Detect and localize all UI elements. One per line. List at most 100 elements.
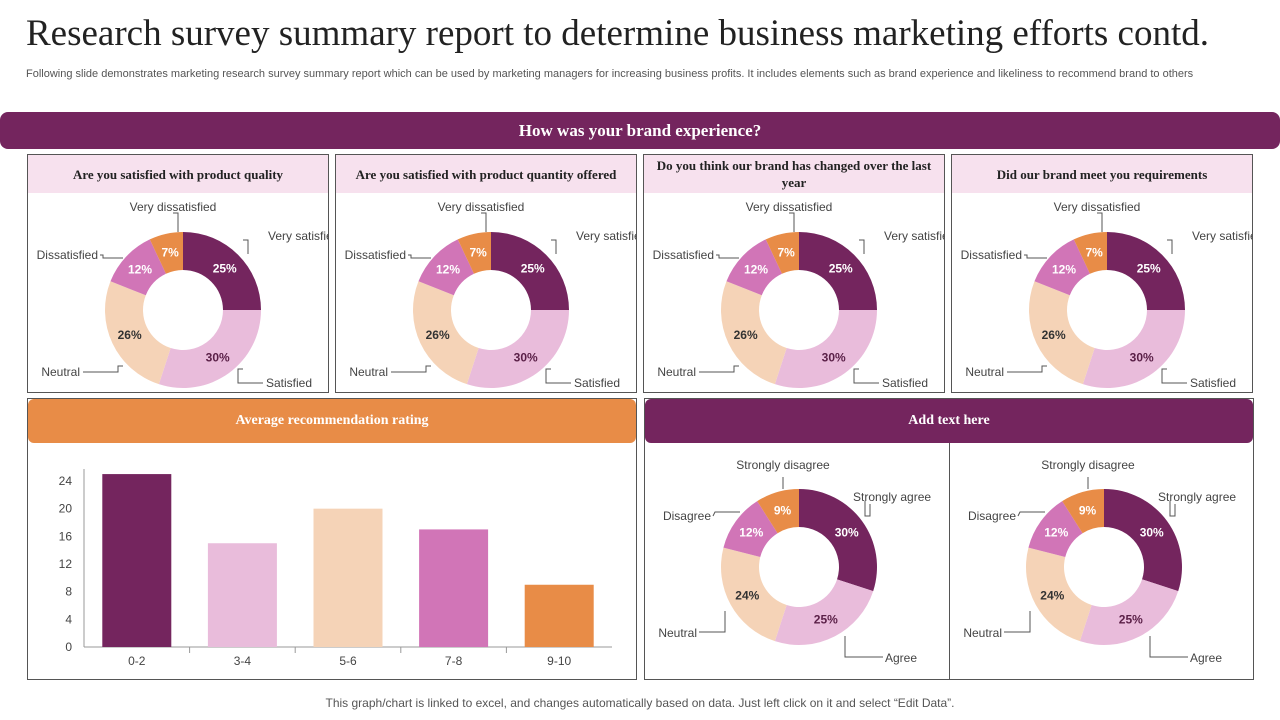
bar-3-4[interactable] [207,543,277,647]
donut-slice-neutral[interactable] [104,281,171,385]
y-tick-label: 4 [65,612,72,626]
donut-slice-very-dissatisfied[interactable] [765,232,799,274]
donut-value-label: 25% [213,261,237,275]
recommendation-bar-section: Average recommendation rating 0 4 8 12 16 20 2… [27,398,637,680]
donut-category-label-very-satisfied: Very satisfied [1192,229,1252,243]
donut-value-label: 24% [735,588,759,602]
leader-line [1149,636,1188,658]
donut-slice-very-dissatisfied[interactable] [1073,232,1107,274]
leader-line [1161,368,1187,384]
donut-category-label-very-satisfied: Very satisfied [576,229,636,243]
donut-category-label-disagree: Disagree [968,509,1016,523]
leader-line [1017,511,1045,517]
leader-line [1004,611,1031,633]
donut-slice-very-dissatisfied[interactable] [149,232,183,274]
leader-line [545,368,571,384]
donut-category-label-very-satisfied: Very satisfied [884,229,944,243]
leader-line [699,365,739,373]
donut-slice-strongly-agree[interactable] [799,489,877,592]
leader-line [789,212,795,232]
donut-chart-3[interactable]: 25% 30% 26% 12% 7% Very satisfied Satisfied Neu… [644,193,944,393]
x-tick-label: 5-6 [339,654,357,668]
donut-slice-dissatisfied[interactable] [110,239,166,296]
donut-slice-agree[interactable] [1079,579,1179,645]
donut-chart-4[interactable]: 25% 30% 26% 12% 7% Very satisfied Satisfied Neu… [952,193,1252,393]
y-tick-label: 12 [59,557,73,571]
bar-9-10[interactable] [524,584,594,647]
donut-value-label: 12% [128,263,152,277]
donut-slice-neutral[interactable] [1026,547,1092,642]
recommendation-bar-chart[interactable]: 0 4 8 12 16 20 24 0-2 3-4 5-6 7-8 9-10 [28,443,636,679]
donut-slice-strongly-disagree[interactable] [1062,489,1104,534]
donut-category-label-dissatisfied: Dissatisfied [345,248,406,262]
donut-slice-agree[interactable] [774,579,874,645]
donut-panel-title: Do you think our brand has changed over … [644,155,944,193]
donut-value-label: 26% [118,328,142,342]
bar-section-title: Average recommendation rating [28,399,636,443]
donut-category-label-disagree: Disagree [663,509,711,523]
donut-slice-disagree[interactable] [723,501,778,558]
leader-line [853,368,879,384]
donut-value-label: 25% [1137,261,1161,275]
bar-5-6[interactable] [313,508,383,647]
donut-category-label-satisfied: Satisfied [266,376,312,390]
donut-value-label: 26% [1042,328,1066,342]
donut-slice-very-satisfied[interactable] [799,232,877,310]
donut-category-label-satisfied: Satisfied [574,376,620,390]
donut-value-label: 24% [1040,588,1064,602]
donut-value-label: 26% [734,328,758,342]
x-tick-label: 0-2 [128,654,146,668]
donut-panel-4[interactable]: Did our brand meet you requirements 25% 3… [951,154,1253,393]
leader-line [391,365,431,373]
donut-chart-1[interactable]: 25% 30% 26% 12% 7% Very satisfied Satisfied Neu… [28,193,328,393]
donut-slice-neutral[interactable] [721,281,787,385]
donut-slice-neutral[interactable] [413,281,479,385]
donut-slice-dissatisfied[interactable] [1034,239,1090,296]
donut-slice-satisfied[interactable] [158,310,261,388]
agreement-donut-chart-2[interactable]: 30% 25% 24% 12% 9% Strongly agree Agree Neutral… [950,443,1254,679]
donut-value-label: 25% [1119,613,1143,627]
donut-slice-very-dissatisfied[interactable] [457,232,491,274]
leader-line [859,239,865,254]
bar-0-2[interactable] [102,474,172,647]
bar-7-8[interactable] [419,529,489,647]
donut-category-label-neutral: Neutral [41,365,80,379]
donut-slice-neutral[interactable] [1029,281,1095,385]
leader-line [1007,365,1047,373]
donut-slice-satisfied[interactable] [466,310,569,388]
donut-slice-satisfied[interactable] [774,310,877,388]
donut-value-label: 12% [744,263,768,277]
donut-slice-very-satisfied[interactable] [491,232,569,310]
donut-value-label: 30% [822,351,846,365]
brand-experience-banner: How was your brand experience? [0,112,1280,149]
y-tick-label: 16 [59,529,73,543]
donut-slice-strongly-agree[interactable] [1104,489,1182,592]
donut-category-label-satisfied: Satisfied [882,376,928,390]
donut-slice-neutral[interactable] [721,547,787,642]
donut-slice-dissatisfied[interactable] [418,239,474,296]
donut-value-label: 30% [514,351,538,365]
agreement-donut-chart-1[interactable]: 30% 25% 24% 12% 9% Strongly agree Agree Neutral… [645,443,949,679]
leader-line [864,501,871,517]
donut-panel-3[interactable]: Do you think our brand has changed over … [643,154,945,393]
donut-chart-2[interactable]: 25% 30% 26% 12% 7% Very satisfied Satisfied Neu… [336,193,636,393]
donut-value-label: 25% [814,613,838,627]
donut-slice-very-satisfied[interactable] [183,232,261,310]
donut-slice-very-satisfied[interactable] [1107,232,1185,310]
donut-value-label: 25% [521,261,545,275]
donut-category-label-satisfied: Satisfied [1190,376,1236,390]
footer-note: This graph/chart is linked to excel, and… [325,696,955,710]
donut-category-label-very-dissatisfied: Very dissatisfied [438,200,525,214]
donut-value-label: 30% [1130,351,1154,365]
donut-panel-1[interactable]: Are you satisfied with product quality 2… [27,154,329,393]
x-tick-label: 7-8 [445,654,463,668]
donut-slice-disagree[interactable] [1028,501,1083,558]
donut-panel-2[interactable]: Are you satisfied with product quantity … [335,154,637,393]
donut-value-label: 30% [1140,525,1164,539]
add-text-section: Add text here 30% 25% 24% 12% 9% Strongly agr… [644,398,1254,680]
donut-category-label-strongly-disagree: Strongly disagree [736,458,830,472]
donut-slice-dissatisfied[interactable] [726,239,782,296]
donut-slice-strongly-disagree[interactable] [757,489,799,534]
donut-slice-satisfied[interactable] [1082,310,1185,388]
donut-category-label-neutral: Neutral [965,365,1004,379]
